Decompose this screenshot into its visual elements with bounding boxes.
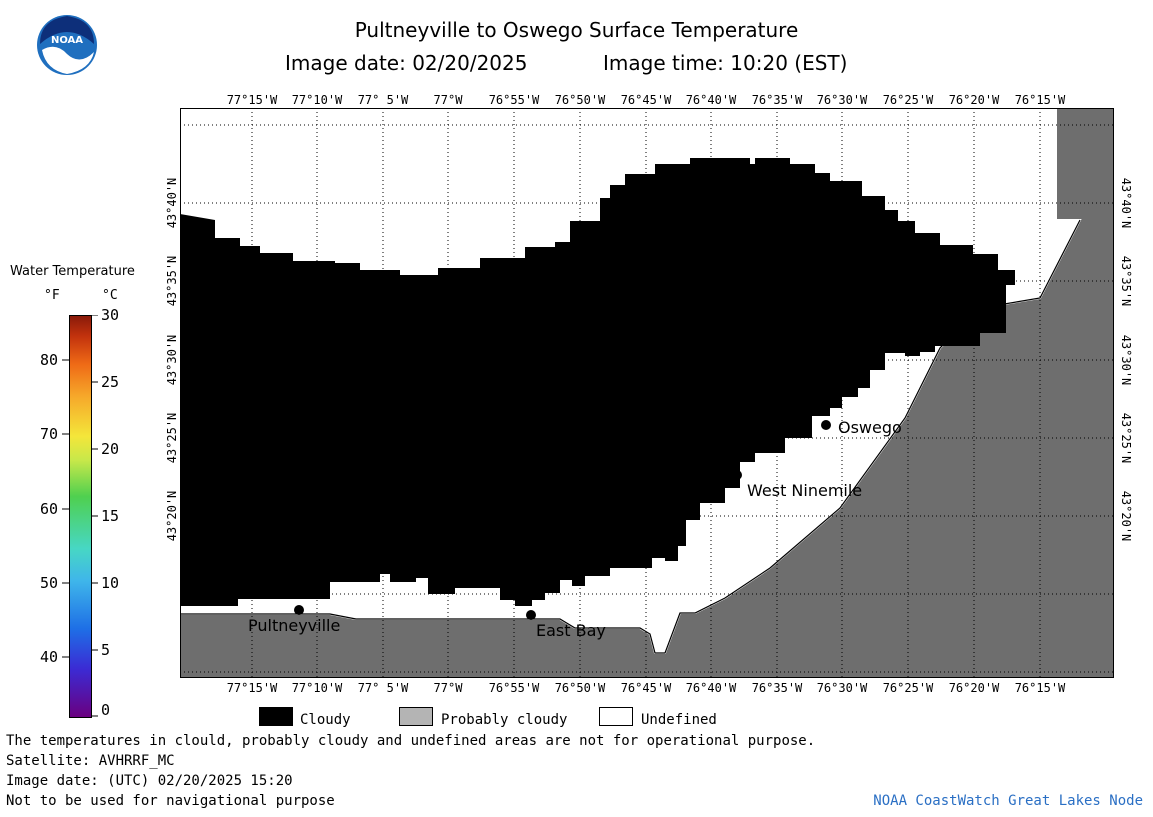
footer-navigation-note: Not to be used for navigational purpose: [6, 793, 335, 809]
lon-label-top: 77°W: [433, 93, 463, 107]
colorbar-c-tick: 10: [101, 574, 120, 592]
lat-label-right: 43°40'N: [1119, 177, 1133, 229]
colorbar-f-tick: 50: [40, 574, 59, 592]
colorbar-f-tick: 70: [40, 425, 59, 443]
city-label-pultneyville: Pultneyville: [248, 616, 341, 635]
lon-label-bottom: 76°35'W: [751, 681, 803, 695]
legend-label-cloudy: Cloudy: [300, 712, 351, 728]
colorbar-c-tick: 25: [101, 373, 120, 391]
lat-label-left: 43°30'N: [165, 334, 179, 386]
logo-text: NOAA: [51, 35, 83, 46]
lon-label-top: 76°30'W: [816, 93, 868, 107]
city-label-west-ninemile: West Ninemile: [747, 481, 863, 500]
colorbar-c-tick: 20: [101, 440, 120, 458]
footer-credit: NOAA CoastWatch Great Lakes Node: [873, 793, 1143, 809]
city-label-oswego: Oswego: [838, 418, 902, 437]
lon-label-top: 76°15'W: [1014, 93, 1066, 107]
lon-label-top: 76°45'W: [620, 93, 672, 107]
legend-swatch-probably-cloudy: [399, 707, 433, 726]
lon-label-bottom: 77° 5'W: [357, 681, 409, 695]
coastline: [180, 219, 1081, 654]
lat-label-right: 43°25'N: [1119, 412, 1133, 464]
lon-label-top: 76°40'W: [685, 93, 737, 107]
city-dot-east-bay: [526, 610, 536, 620]
lon-label-bottom: 76°30'W: [816, 681, 868, 695]
lon-label-bottom: 76°25'W: [882, 681, 934, 695]
legend-label-probably-cloudy: Probably cloudy: [441, 712, 568, 728]
lon-label-top: 76°25'W: [882, 93, 934, 107]
footer-satellite: Satellite: AVHRRF_MC: [6, 753, 175, 769]
lon-label-bottom: 76°15'W: [1014, 681, 1066, 695]
lon-label-top: 76°20'W: [948, 93, 1000, 107]
colorbar-c-tick: 30: [101, 306, 120, 324]
lat-label-right: 43°35'N: [1119, 255, 1133, 307]
map-panel: [180, 108, 1114, 678]
image-date: Image date: 02/20/2025: [285, 51, 528, 75]
footer-disclaimer: The temperatures in clould, probably clo…: [6, 733, 816, 749]
lon-label-bottom: 77°W: [433, 681, 463, 695]
lat-label-left: 43°25'N: [165, 412, 179, 464]
colorbar-unit-f: °F: [44, 288, 60, 303]
legend-swatch-undefined: [599, 707, 633, 726]
lon-label-top: 77°15'W: [226, 93, 278, 107]
lon-label-bottom: 76°40'W: [685, 681, 737, 695]
lat-label-right: 43°20'N: [1119, 490, 1133, 542]
legend-label-undefined: Undefined: [641, 712, 717, 728]
colorbar-c-tick: 5: [101, 641, 111, 659]
lat-label-left: 43°20'N: [165, 490, 179, 542]
colorbar-f-tick: 80: [40, 351, 59, 369]
colorbar-c-tick: 0: [101, 701, 111, 719]
city-label-east-bay: East Bay: [536, 621, 606, 640]
colorbar-f-tick: 40: [40, 648, 59, 666]
page-title: Pultneyville to Oswego Surface Temperatu…: [354, 18, 799, 42]
lon-label-bottom: 76°55'W: [488, 681, 540, 695]
lon-label-top: 76°55'W: [488, 93, 540, 107]
lon-label-bottom: 76°45'W: [620, 681, 672, 695]
colorbar-c-tick: 15: [101, 507, 120, 525]
lat-label-left: 43°40'N: [165, 177, 179, 229]
lon-label-bottom: 76°20'W: [948, 681, 1000, 695]
colorbar-title: Water Temperature: [10, 264, 135, 279]
lat-label-left: 43°35'N: [165, 255, 179, 307]
city-dot-pultneyville: [294, 605, 304, 615]
footer-image-date: Image date: (UTC) 02/20/2025 15:20: [6, 773, 293, 789]
colorbar-unit-c: °C: [102, 288, 118, 303]
legend-swatch-cloudy: [259, 707, 293, 726]
lon-label-top: 77°10'W: [291, 93, 343, 107]
colorbar-ticks: [62, 315, 98, 717]
colorbar-f-tick: 60: [40, 500, 59, 518]
lon-label-bottom: 77°15'W: [226, 681, 278, 695]
graticule: [180, 108, 1114, 678]
image-time: Image time: 10:20 (EST): [603, 51, 848, 75]
cloud-area: [180, 158, 1015, 606]
city-dot-west-ninemile: [732, 470, 742, 480]
lat-label-right: 43°30'N: [1119, 334, 1133, 386]
map-border: [180, 108, 1114, 678]
lon-label-bottom: 76°50'W: [554, 681, 606, 695]
lon-label-top: 77° 5'W: [357, 93, 409, 107]
noaa-logo: NOAA: [37, 15, 97, 75]
city-dot-oswego: [821, 420, 831, 430]
lon-label-top: 76°50'W: [554, 93, 606, 107]
lon-label-top: 76°35'W: [751, 93, 803, 107]
lon-label-bottom: 77°10'W: [291, 681, 343, 695]
